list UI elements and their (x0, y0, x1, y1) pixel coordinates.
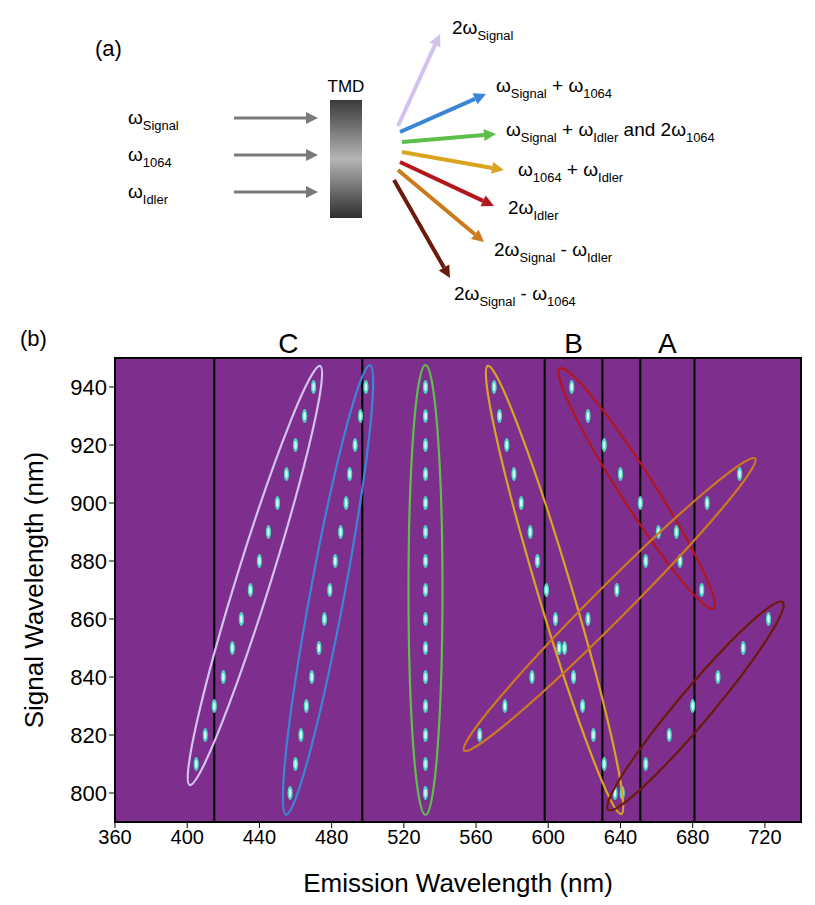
svg-text:440: 440 (243, 826, 276, 848)
svg-text:920: 920 (70, 433, 107, 458)
svg-text:600: 600 (532, 826, 565, 848)
svg-text:2ωIdler: 2ωIdler (508, 197, 559, 223)
svg-text:(a): (a) (95, 36, 122, 61)
svg-text:TMD: TMD (328, 77, 365, 96)
svg-text:720: 720 (748, 826, 781, 848)
svg-text:360: 360 (98, 826, 131, 848)
svg-text:860: 860 (70, 607, 107, 632)
svg-text:A: A (658, 328, 677, 359)
svg-text:Signal Wavelength (nm): Signal Wavelength (nm) (19, 452, 49, 729)
svg-text:ωIdler: ωIdler (128, 181, 169, 207)
svg-text:880: 880 (70, 549, 107, 574)
svg-text:840: 840 (70, 665, 107, 690)
svg-text:520: 520 (387, 826, 420, 848)
svg-text:ωSignal + ω1064: ωSignal + ω1064 (496, 75, 612, 101)
svg-text:ωSignal: ωSignal (128, 107, 179, 133)
html-text:(b): (b) (20, 326, 47, 351)
svg-text:2ωSignal - ωIdler: 2ωSignal - ωIdler (494, 239, 613, 265)
svg-text:640: 640 (604, 826, 637, 848)
svg-text:820: 820 (70, 723, 107, 748)
svg-text:900: 900 (70, 491, 107, 516)
svg-text:480: 480 (315, 826, 348, 848)
svg-text:ω1064 + ωIdler: ω1064 + ωIdler (518, 159, 624, 185)
svg-text:ωSignal + ωIdler and 2ω1064: ωSignal + ωIdler and 2ω1064 (506, 119, 715, 145)
svg-text:400: 400 (171, 826, 204, 848)
svg-text:680: 680 (676, 826, 709, 848)
svg-text:940: 940 (70, 375, 107, 400)
svg-text:Emission Wavelength (nm): Emission Wavelength (nm) (303, 868, 613, 898)
svg-text:2ωSignal: 2ωSignal (452, 17, 513, 43)
svg-text:560: 560 (459, 826, 492, 848)
svg-text:800: 800 (70, 781, 107, 806)
svg-text:ω1064: ω1064 (128, 144, 172, 170)
svg-text:B: B (564, 328, 583, 359)
svg-text:2ωSignal - ω1064: 2ωSignal - ω1064 (454, 283, 576, 309)
svg-text:C: C (278, 328, 298, 359)
